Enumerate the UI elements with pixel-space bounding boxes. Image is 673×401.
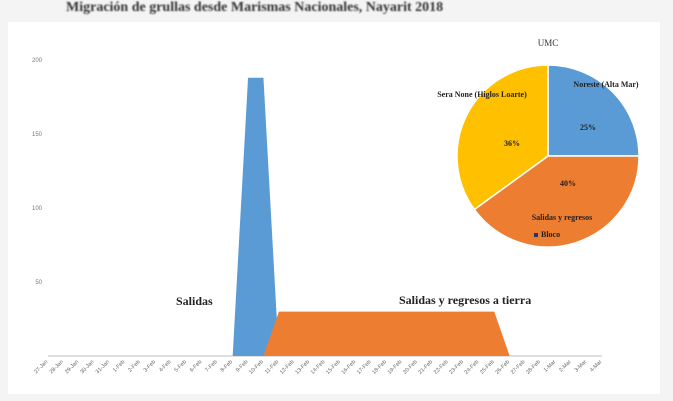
x-tick-label: 1-Mar	[543, 359, 558, 374]
x-tick-label: 2-Mar	[558, 359, 573, 374]
x-tick-label: 7-Feb	[204, 359, 218, 373]
x-tick-label: 21-Feb	[418, 359, 435, 376]
pie-title: UMC	[538, 38, 559, 48]
x-tick-label: 27-Feb	[510, 359, 527, 376]
pie-slice	[456, 64, 549, 211]
x-tick-label: 26-Feb	[495, 359, 512, 376]
x-tick-label: 15-Feb	[325, 359, 342, 376]
pie-slice-label: Sera None (Higlos Loarte)	[437, 90, 527, 99]
annotation-salidas-y-regresos: Salidas y regresos a tierra	[399, 293, 531, 307]
x-tick-label: 3-Mar	[574, 359, 589, 374]
x-tick-label: 28-Feb	[525, 359, 542, 376]
x-tick-label: 23-Feb	[448, 359, 465, 376]
x-tick-label: 25-Feb	[479, 359, 496, 376]
x-tick-label: 24-Feb	[464, 359, 481, 376]
x-tick-label: 4-Mar	[589, 359, 604, 374]
x-tick-label: 11-Feb	[264, 359, 280, 375]
y-tick-label: 200	[32, 58, 43, 64]
pie-pct-label: 25%	[580, 123, 596, 132]
x-tick-label: 18-Feb	[371, 359, 388, 376]
x-tick-label: 20-Feb	[402, 359, 419, 376]
x-tick-label: 27-Jan	[33, 359, 49, 375]
annotation-salidas: Salidas	[176, 294, 213, 308]
pie-pct-label: 40%	[560, 179, 576, 188]
x-tick-label: 19-Feb	[387, 359, 404, 376]
x-tick-label: 14-Feb	[310, 359, 327, 376]
pie-slice	[547, 64, 640, 157]
x-tick-label: 10-Feb	[248, 359, 265, 376]
x-tick-label: 28-Jan	[49, 359, 65, 375]
x-tick-label: 16-Feb	[341, 359, 358, 376]
x-tick-label: 12-Feb	[279, 359, 296, 376]
x-tick-label: 30-Jan	[79, 359, 95, 375]
x-tick-label: 4-Feb	[158, 359, 172, 373]
x-tick-label: 31-Jan	[95, 359, 111, 375]
pie-legend-item: Bloco	[541, 230, 560, 239]
y-tick-label: 100	[32, 206, 43, 212]
x-tick-label: 3-Feb	[143, 359, 157, 373]
x-tick-label: 13-Feb	[294, 359, 311, 376]
x-tick-label: 6-Feb	[189, 359, 203, 373]
x-tick-label: 8-Feb	[220, 359, 234, 373]
y-tick-label: 50	[35, 280, 42, 286]
x-tick-label: 5-Feb	[174, 359, 188, 373]
pie-slice	[473, 155, 640, 248]
x-tick-label: 22-Feb	[433, 359, 450, 376]
x-tick-label: 2-Feb	[127, 359, 141, 373]
x-tick-label: 17-Feb	[356, 359, 373, 376]
x-tick-label: 29-Jan	[64, 359, 80, 375]
y-tick-label: 150	[32, 132, 43, 138]
chart-title: Migración de grullas desde Marismas Naci…	[66, 0, 444, 15]
pie-legend-item: Salidas y regresos	[532, 213, 593, 222]
pie-slice-label: Noreste (Alta Mar)	[573, 80, 638, 89]
pie-pct-label: 36%	[504, 139, 520, 148]
x-tick-label: 1-Feb	[112, 359, 126, 373]
pie-legend-swatch	[534, 233, 538, 237]
area-series-salidas-y-regresos	[48, 311, 602, 356]
